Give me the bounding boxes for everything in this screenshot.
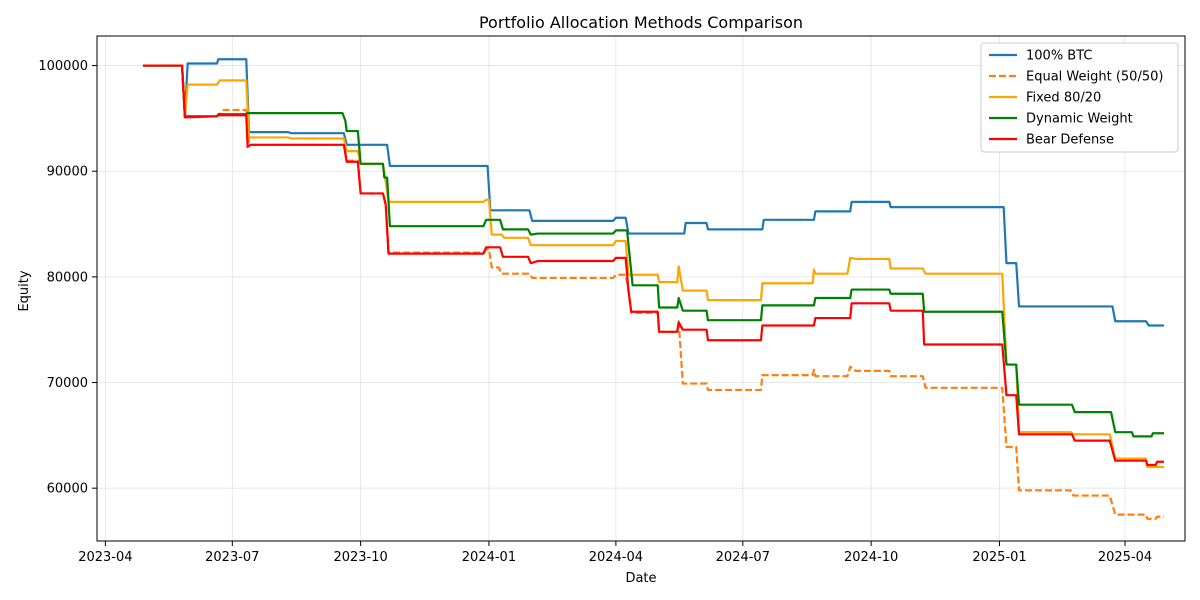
- y-tick-label: 70000: [47, 376, 88, 391]
- x-tick-label: 2023-07: [205, 550, 259, 565]
- plot-frame: [96, 35, 1186, 542]
- x-tick-label: 2025-01: [972, 550, 1026, 565]
- x-axis-label: Date: [625, 571, 656, 586]
- x-tick-label: 2024-01: [462, 550, 516, 565]
- axis-ticks: 2023-04 2023-07 2023-10 2024-01 2024-04 2024-…: [38, 59, 1152, 565]
- x-tick-label: 2024-04: [589, 550, 643, 565]
- series-line-4: [143, 64, 1165, 467]
- x-tick-label: 2023-04: [78, 550, 132, 565]
- series-line-2: [143, 64, 1165, 469]
- x-tick-label: 2024-10: [844, 550, 898, 565]
- chart-title: Portfolio Allocation Methods Comparison: [479, 13, 803, 32]
- x-tick-label: 2023-10: [333, 550, 387, 565]
- y-tick-label: 60000: [47, 482, 88, 497]
- y-tick-label: 100000: [38, 59, 88, 74]
- legend-label: Fixed 80/20: [1026, 91, 1101, 106]
- y-tick-label: 90000: [47, 165, 88, 180]
- y-tick-label: 80000: [47, 270, 88, 285]
- legend-label: 100% BTC: [1026, 49, 1092, 64]
- legend-label: Equal Weight (50/50): [1026, 70, 1163, 85]
- series-lines: [143, 58, 1165, 520]
- x-tick-label: 2025-04: [1098, 550, 1152, 565]
- series-line-3: [143, 64, 1165, 438]
- legend-label: Dynamic Weight: [1026, 112, 1133, 127]
- y-axis-label: Equity: [17, 270, 32, 311]
- legend-box: [980, 42, 1179, 153]
- x-tick-label: 2024-07: [716, 550, 770, 565]
- legend: 100% BTC Equal Weight (50/50) Fixed 80/20 D…: [980, 42, 1179, 153]
- legend-label: Bear Defense: [1026, 133, 1114, 148]
